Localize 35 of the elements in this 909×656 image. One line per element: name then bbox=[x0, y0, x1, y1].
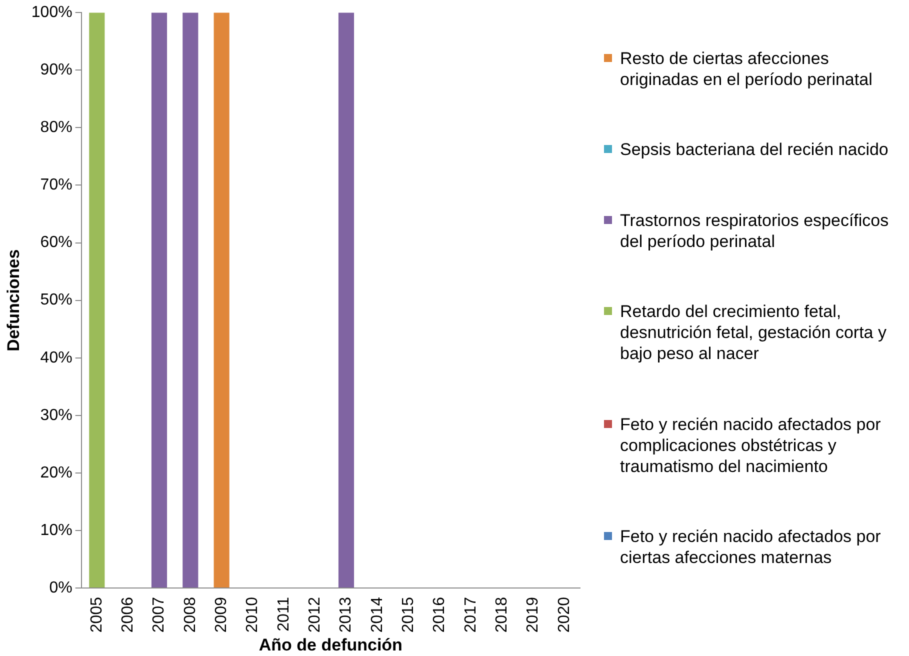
legend-label: Retardo del crecimiento fetal, desnutrición fetal, gestación corta y bajo peso al nacer bbox=[620, 301, 888, 364]
y-tick-label: 100% bbox=[31, 4, 72, 22]
x-tick-label: 2020 bbox=[556, 596, 573, 633]
x-tick-label: 2010 bbox=[244, 596, 262, 633]
x-axis-title: Año de defunción bbox=[258, 635, 402, 654]
y-tick-label: 70% bbox=[40, 176, 72, 194]
legend-label: Feto y recién nacido afectados por complicaciones obstétricas y traumatismo del nacimiento bbox=[620, 414, 882, 477]
x-tick-label: 2007 bbox=[150, 596, 168, 633]
y-tick-label: 30% bbox=[40, 406, 72, 424]
legend-label: Trastornos respiratorios específicos del período perinatal bbox=[620, 210, 890, 252]
x-tick-label: 2005 bbox=[88, 596, 106, 633]
x-tick-label: 2017 bbox=[462, 596, 480, 633]
x-tick-label: 2006 bbox=[119, 596, 136, 633]
y-tick-label: 50% bbox=[40, 292, 72, 309]
y-tick-label: 20% bbox=[40, 464, 72, 482]
x-tick-label: 2018 bbox=[493, 596, 510, 633]
y-axis-title: Defunciones bbox=[4, 249, 23, 352]
legend-label: Feto y recién nacido afectados por ciertas afecciones maternas bbox=[620, 526, 882, 568]
y-tick-label: 60% bbox=[40, 234, 72, 252]
y-tick-label: 40% bbox=[40, 349, 72, 366]
y-tick-label: 10% bbox=[40, 522, 72, 539]
x-tick-label: 2012 bbox=[306, 596, 324, 633]
legend-label: Resto de ciertas afecciones originadas en el período perinatal bbox=[620, 48, 874, 90]
x-tick-label: 2011 bbox=[275, 596, 292, 632]
x-tick-label: 2014 bbox=[368, 596, 386, 633]
y-tick-label: 90% bbox=[40, 62, 72, 79]
y-tick-label: 0% bbox=[49, 579, 72, 596]
x-tick-label: 2008 bbox=[182, 596, 199, 633]
legend-label: Sepsis bacteriana del recién nacido bbox=[620, 139, 888, 160]
x-tick-label: 2013 bbox=[338, 596, 355, 633]
x-tick-label: 2019 bbox=[524, 596, 542, 633]
x-tick-label: 2009 bbox=[212, 596, 230, 633]
x-tick-label: 2016 bbox=[431, 596, 448, 633]
x-tick-label: 2015 bbox=[400, 596, 417, 633]
y-tick-label: 80% bbox=[40, 119, 72, 136]
